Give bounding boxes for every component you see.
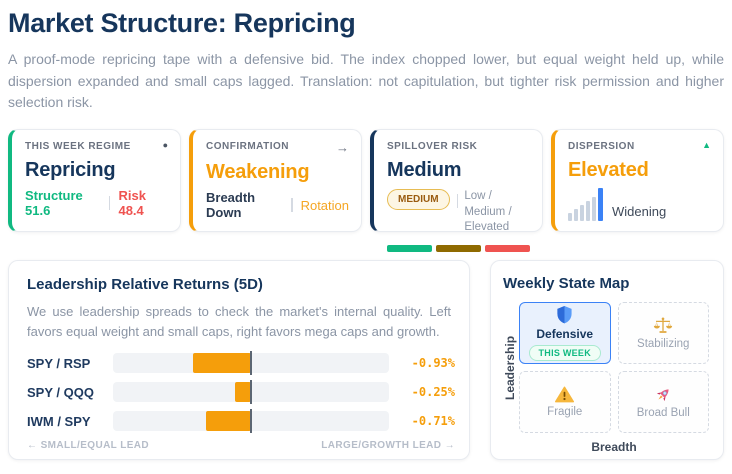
card-header: CONFIRMATION → — [206, 141, 349, 154]
quadrant-label: Defensive — [536, 327, 594, 342]
segment-low — [387, 244, 432, 252]
breadth-status: Breadth Down — [206, 190, 256, 221]
pair-value: -0.25% — [411, 385, 455, 400]
leadership-description: We use leadership spreads to check the m… — [27, 304, 451, 339]
risk-segment-bar — [387, 244, 530, 252]
scales-icon — [653, 317, 673, 335]
pair-label: SPY / QQQ — [27, 384, 94, 400]
leadership-row: SPY / RSP -0.93% — [27, 351, 455, 376]
structure-score: Structure 51.6 — [25, 188, 83, 219]
dispersion-meta: Widening — [568, 185, 711, 222]
bar-track — [113, 351, 389, 376]
shield-icon — [556, 305, 573, 324]
card-label: CONFIRMATION — [206, 141, 290, 153]
value-bar — [206, 411, 251, 432]
card-header: DISPERSION ▲ — [568, 140, 711, 153]
regime-title: Repricing — [25, 159, 116, 182]
center-tick — [250, 351, 252, 376]
card-label: THIS WEEK REGIME — [25, 141, 131, 153]
leadership-row: IWM / SPY -0.71% — [27, 409, 455, 434]
leadership-axis-labels: ← SMALL/EQUAL LEAD LARGE/GROWTH LEAD → — [27, 440, 455, 451]
quadrant-broad-bull: Broad Bull — [617, 371, 709, 434]
quadrant-label: Broad Bull — [636, 406, 690, 419]
dispersion-title: Elevated — [568, 159, 649, 182]
pair-label: SPY / RSP — [27, 355, 91, 371]
dot-icon: ● — [162, 140, 168, 151]
widening-label: Widening — [612, 204, 667, 220]
axis-left-label: ← SMALL/EQUAL LEAD — [27, 440, 150, 452]
card-label: SPILLOVER RISK — [387, 141, 478, 153]
divider — [109, 196, 111, 211]
card-header: SPILLOVER RISK — [387, 141, 530, 152]
value-bar — [235, 382, 251, 403]
page-subtitle: A proof-mode repricing tape with a defen… — [8, 51, 724, 111]
axis-right-label: LARGE/GROWTH LEAD → — [321, 440, 455, 452]
confirmation-meta: Breadth Down Rotation — [206, 190, 349, 220]
pair-value: -0.93% — [411, 356, 455, 371]
quadrant-fragile: Fragile — [519, 371, 611, 434]
dashboard-page: Market Structure: Repricing A proof-mode… — [8, 8, 724, 461]
value-bar — [192, 353, 251, 374]
card-spillover-risk: SPILLOVER RISK Medium MEDIUM Low / Mediu… — [370, 129, 543, 252]
leadership-title: Leadership Relative Returns (5D) — [27, 276, 263, 294]
arrow-right-icon: → — [336, 140, 349, 156]
spillover-title: Medium — [387, 159, 462, 182]
quadrant-defensive: Defensive THIS WEEK — [519, 302, 611, 365]
bar-chart-icon — [568, 187, 603, 222]
quadrant-label: Fragile — [547, 406, 583, 419]
y-axis-label: Leadership — [503, 335, 517, 400]
confirmation-title: Weakening — [206, 161, 310, 184]
card-label: DISPERSION — [568, 141, 635, 153]
spillover-meta: MEDIUM Low / Medium / Elevated — [387, 189, 530, 236]
center-tick — [250, 380, 252, 405]
divider — [456, 194, 458, 209]
state-map-title: Weekly State Map — [503, 275, 630, 293]
state-map-body: Leadership Defensive THIS WEEK — [503, 302, 709, 434]
pair-value: -0.71% — [411, 414, 455, 429]
page-title: Market Structure: Repricing — [8, 8, 356, 38]
divider — [291, 198, 293, 213]
leadership-card: Leadership Relative Returns (5D) We use … — [8, 260, 470, 461]
triangle-up-icon: ▲ — [702, 140, 711, 151]
x-axis-label: Breadth — [591, 440, 637, 455]
state-map-card: Weekly State Map Leadership Defensive TH… — [490, 260, 724, 461]
segment-elevated — [485, 244, 530, 252]
card-this-week-regime: THIS WEEK REGIME ● Repricing Structure 5… — [8, 129, 181, 233]
risk-score: Risk 48.4 — [118, 188, 146, 219]
summary-cards-row: THIS WEEK REGIME ● Repricing Structure 5… — [8, 129, 724, 252]
rocket-icon — [654, 386, 672, 404]
quadrant-stabilizing: Stabilizing — [617, 302, 709, 365]
state-quadrant-grid: Defensive THIS WEEK — [519, 302, 709, 434]
regime-meta: Structure 51.6 Risk 48.4 — [25, 188, 168, 218]
leadership-row: SPY / QQQ -0.25% — [27, 380, 455, 405]
this-week-badge: THIS WEEK — [528, 345, 601, 362]
center-tick — [250, 409, 252, 434]
card-dispersion: DISPERSION ▲ Elevated Widening — [551, 129, 724, 233]
bottom-row: Leadership Relative Returns (5D) We use … — [8, 260, 724, 461]
medium-badge: MEDIUM — [387, 189, 450, 211]
quadrant-label: Stabilizing — [637, 337, 690, 350]
risk-scale-text: Low / Medium / Elevated — [464, 190, 512, 234]
rotation-status: Rotation — [300, 197, 349, 213]
warning-icon — [555, 386, 575, 403]
card-header: THIS WEEK REGIME ● — [25, 140, 168, 153]
bar-track — [113, 409, 389, 434]
bar-track — [113, 380, 389, 405]
pair-label: IWM / SPY — [27, 413, 91, 429]
card-confirmation: CONFIRMATION → Weakening Breadth Down Ro… — [189, 129, 362, 233]
segment-medium — [436, 244, 481, 252]
